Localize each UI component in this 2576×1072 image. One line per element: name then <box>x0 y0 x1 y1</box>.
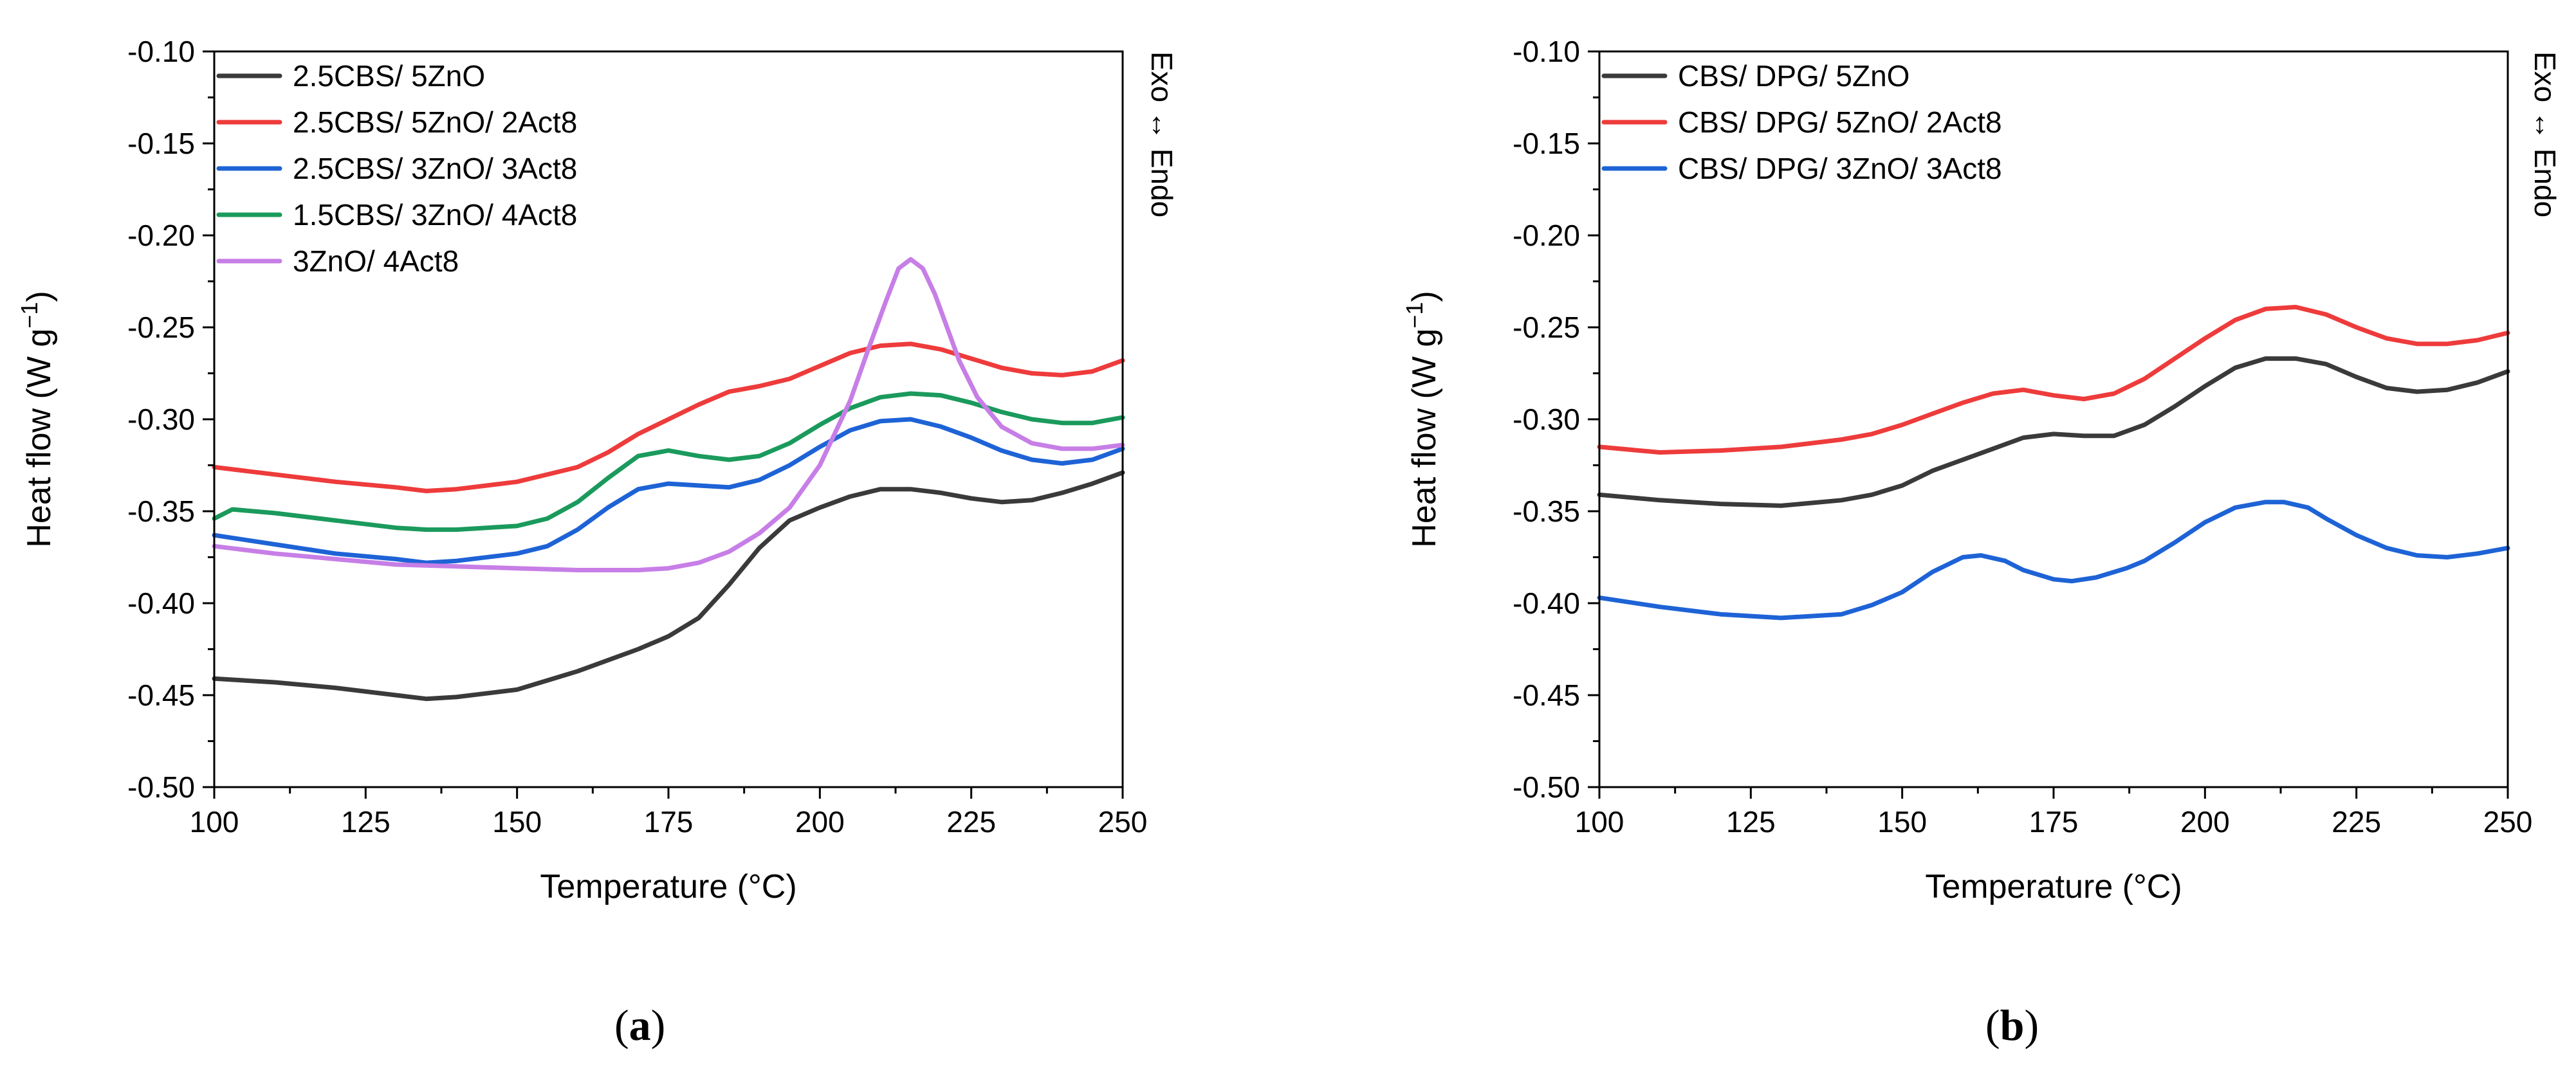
chart-a-ytick-label-8: -0.50 <box>127 770 195 804</box>
chart-b-ytick-label-2: -0.20 <box>1513 219 1580 252</box>
chart-a-series-line-0 <box>212 470 1125 702</box>
chart-a-ytick-label-6: -0.40 <box>127 586 195 620</box>
chart-b-legend-label-2: CBS/ DPG/ 3ZnO/ 3Act8 <box>1678 152 2002 185</box>
chart-a-series-line-2 <box>212 417 1125 565</box>
chart-b-series-line-0 <box>1597 356 2510 508</box>
chart-b-svg: 100 125 150 175 200 225 250 -0.10 -0.15 -0.20 -0.2… <box>1401 35 2562 905</box>
chart-a-series-line-4 <box>212 257 1125 572</box>
chart-a-legend-label-4: 3ZnO/ 4Act8 <box>293 244 459 278</box>
chart-a-series-group <box>212 257 1125 702</box>
chart-a-ylabel-superscript: −1 <box>16 302 42 329</box>
chart-b-side-label: Exo ↔ Endo <box>2528 51 2562 217</box>
chart-b-ylabel-main: Heat flow (W g <box>1406 329 1443 548</box>
chart-a-side-label: Exo ↔ Endo <box>1145 51 1179 217</box>
chart-a-legend-label-3: 1.5CBS/ 3ZnO/ 4Act8 <box>293 198 577 232</box>
caption-a-letter: a <box>629 1001 651 1049</box>
chart-a-xtick-label-1: 125 <box>341 805 391 839</box>
chart-b-xlabel: Temperature (°C) <box>1925 868 2182 905</box>
caption-b-letter: b <box>2000 1001 2025 1049</box>
chart-b-ytick-label-7: -0.45 <box>1513 678 1580 712</box>
chart-b-ytick-label-5: -0.35 <box>1513 495 1580 528</box>
chart-b-ylabel-superscript: −1 <box>1401 302 1428 329</box>
chart-b-ytick-label-4: -0.30 <box>1513 403 1580 436</box>
chart-a-ytick-label-2: -0.20 <box>127 219 195 252</box>
chart-a-svg: 100 125 150 175 200 225 250 -0.10 -0.15 -0.20 -0.2… <box>16 35 1179 905</box>
chart-a-legend: 2.5CBS/ 5ZnO 2.5CBS/ 5ZnO/ 2Act8 2.5CBS/ 3… <box>216 59 577 278</box>
chart-a-ytick-label-1: -0.15 <box>127 127 195 160</box>
chart-panel-b: 100 125 150 175 200 225 250 -0.10 -0.15 -0.20 -0.2… <box>1288 0 2576 1069</box>
chart-b-ytick-label-1: -0.15 <box>1513 127 1580 160</box>
chart-a-legend-label-1: 2.5CBS/ 5ZnO/ 2Act8 <box>293 105 577 139</box>
chart-panel-a: 100 125 150 175 200 225 250 -0.10 -0.15 -0.20 -0.2… <box>0 0 1288 1069</box>
chart-b-legend-label-1: CBS/ DPG/ 5ZnO/ 2Act8 <box>1678 105 2002 139</box>
chart-a-xtick-label-5: 225 <box>946 805 996 839</box>
chart-a-ytick-label-3: -0.25 <box>127 311 195 344</box>
chart-b-ylabel-suffix: ) <box>1406 291 1443 302</box>
chart-b-legend-label-0: CBS/ DPG/ 5ZnO <box>1678 59 1909 93</box>
chart-a-xtick-label-3: 175 <box>644 805 694 839</box>
chart-b-xtick-label-3: 175 <box>2029 805 2079 839</box>
chart-b-ytick-label-0: -0.10 <box>1513 35 1580 68</box>
chart-b-xtick-label-0: 100 <box>1575 805 1624 839</box>
chart-a-ytick-label-0: -0.10 <box>127 35 195 68</box>
chart-a-ytick-label-7: -0.45 <box>127 678 195 712</box>
chart-b-xtick-label-4: 200 <box>2180 805 2230 839</box>
chart-b-ytick-label-3: -0.25 <box>1513 311 1580 344</box>
chart-a-legend-label-0: 2.5CBS/ 5ZnO <box>293 59 485 93</box>
chart-a-legend-label-2: 2.5CBS/ 3ZnO/ 3Act8 <box>293 152 577 185</box>
chart-b-series-line-2 <box>1597 500 2510 621</box>
chart-a-ytick-label-4: -0.30 <box>127 403 195 436</box>
chart-a-ylabel: Heat flow (W g−1) <box>16 291 58 547</box>
chart-b-series-group <box>1597 305 2510 621</box>
chart-a-ylabel-main: Heat flow (W g <box>21 329 58 548</box>
chart-a-series-line-3 <box>212 391 1125 532</box>
chart-a-ylabel-suffix: ) <box>21 291 58 302</box>
chart-b-ytick-label-6: -0.40 <box>1513 586 1580 620</box>
chart-a-xtick-label-2: 150 <box>492 805 542 839</box>
chart-b-series-line-1 <box>1597 305 2510 455</box>
chart-b-ylabel: Heat flow (W g−1) <box>1401 291 1443 547</box>
chart-b-xtick-label-6: 250 <box>2483 805 2533 839</box>
chart-a-xtick-label-4: 200 <box>795 805 845 839</box>
caption-b: (b) <box>1985 1001 2039 1049</box>
chart-a-xtick-label-6: 250 <box>1098 805 1148 839</box>
caption-a: (a) <box>614 1001 666 1049</box>
chart-b-legend: CBS/ DPG/ 5ZnO CBS/ DPG/ 5ZnO/ 2Act8 CBS/ … <box>1601 59 2002 185</box>
chart-a-xtick-label-0: 100 <box>190 805 239 839</box>
chart-b-xtick-label-2: 150 <box>1877 805 1927 839</box>
chart-a-series-line-1 <box>212 341 1125 493</box>
chart-b-xtick-label-1: 125 <box>1726 805 1776 839</box>
chart-a-ytick-label-5: -0.35 <box>127 495 195 528</box>
chart-b-xtick-label-5: 225 <box>2332 805 2381 839</box>
chart-b-ytick-label-8: -0.50 <box>1513 770 1580 804</box>
chart-a-xlabel: Temperature (°C) <box>540 868 796 905</box>
